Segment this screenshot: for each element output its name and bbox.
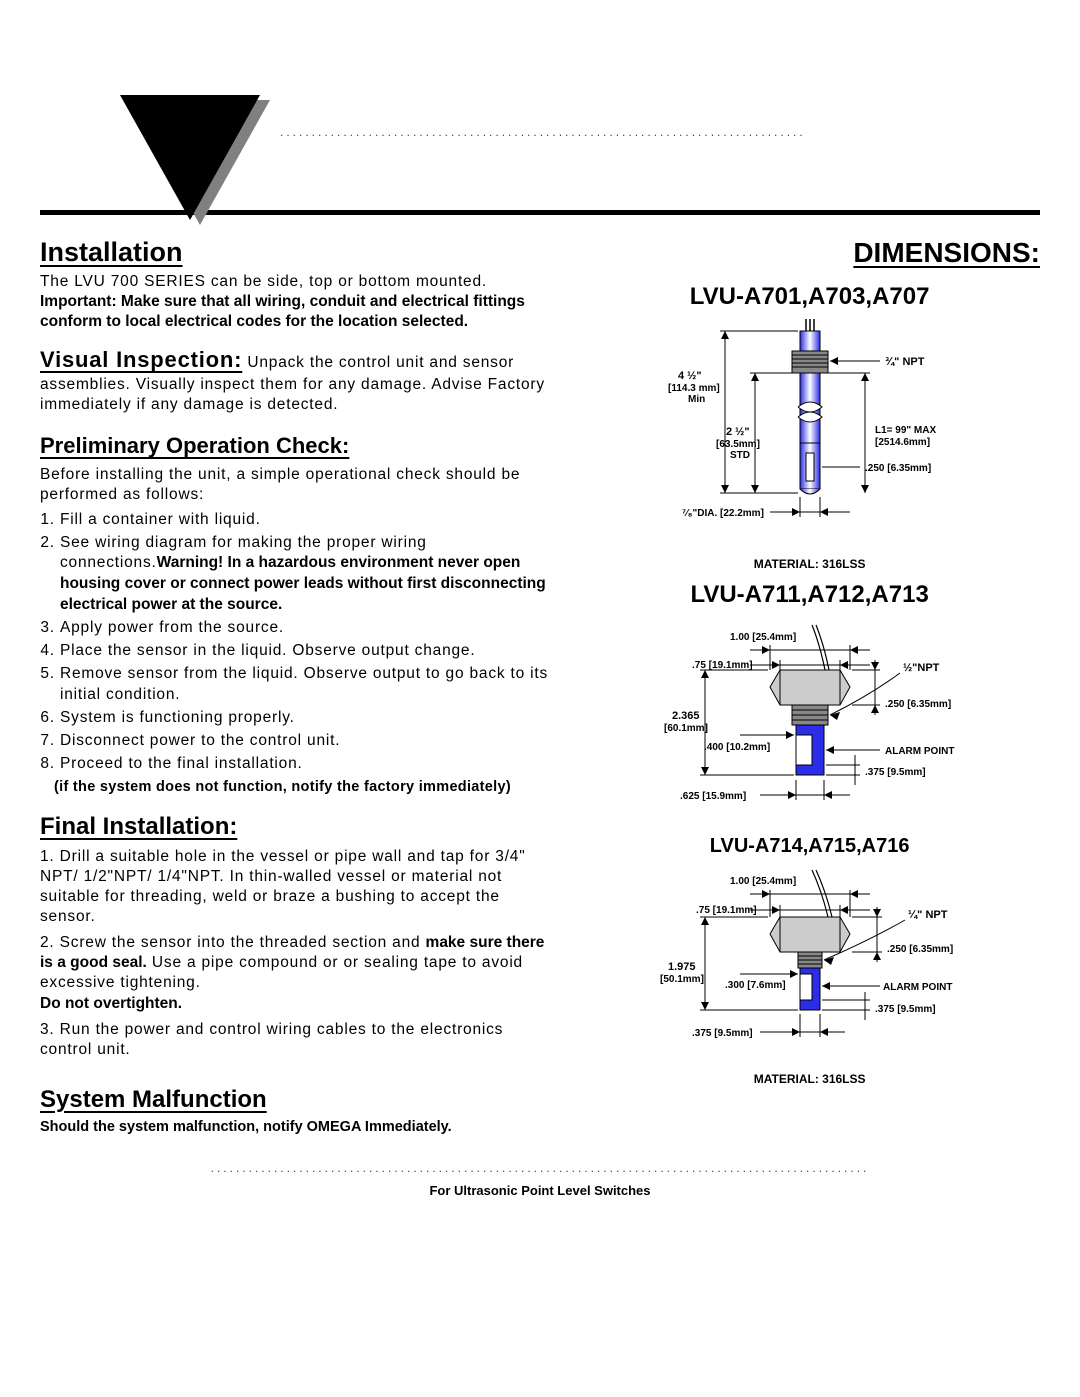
dim-label: .250 [6.35mm]	[865, 463, 931, 474]
footer-dots: ........................................…	[40, 1161, 1040, 1175]
dim-label: [60.1mm]	[664, 723, 708, 734]
preliminary-step: Proceed to the final installation.	[60, 754, 549, 775]
dim-label: .250 [6.35mm]	[885, 699, 951, 710]
preliminary-step: Remove sensor from the liquid. Observe o…	[60, 664, 549, 706]
installation-heading: Installation	[40, 237, 549, 268]
dim-label: 2 ½"	[726, 426, 750, 438]
dim-label: ¾" NPT	[885, 356, 925, 368]
dim-label: ALARM POINT	[883, 982, 952, 993]
header: ........................................…	[40, 40, 1040, 210]
dim-label: .375 [9.5mm]	[865, 767, 926, 778]
dim-label: 1.975	[668, 961, 696, 973]
left-column: Installation The LVU 700 SERIES can be s…	[40, 215, 549, 1141]
dim-label: .250 [6.35mm]	[887, 944, 953, 955]
page: ........................................…	[0, 0, 1080, 1218]
dim-label: ALARM POINT	[885, 746, 954, 757]
preliminary-step: See wiring diagram for making the proper…	[60, 533, 549, 617]
dim-label: [50.1mm]	[660, 974, 704, 985]
dimensions-heading: DIMENSIONS:	[579, 237, 1040, 269]
final-step-1: 1. Drill a suitable hole in the vessel o…	[40, 847, 549, 928]
diagram-lvu-a701: 4 ½" [114.3 mm] Min ¾" NPT 2 ½" [63.5mm]…	[630, 317, 990, 547]
final-installation-heading: Final Installation:	[40, 813, 549, 841]
footer-text: For Ultrasonic Point Level Switches	[40, 1183, 1040, 1198]
preliminary-step: Place the sensor in the liquid. Observe …	[60, 641, 549, 662]
dim-label: 2.365	[672, 710, 700, 722]
installation-intro: The LVU 700 SERIES can be side, top or b…	[40, 272, 549, 332]
dim-label: 1.00 [25.4mm]	[730, 632, 796, 643]
dim-label: .75 [19.1mm]	[692, 660, 753, 671]
preliminary-step: System is functioning properly.	[60, 708, 549, 729]
visual-inspection-block: Visual Inspection: Unpack the control un…	[40, 346, 549, 415]
dim-label: 1.00 [25.4mm]	[730, 876, 796, 887]
dim-label: [114.3 mm]	[668, 383, 720, 394]
material-label-1: MATERIAL: 316LSS	[579, 557, 1040, 571]
content-columns: Installation The LVU 700 SERIES can be s…	[40, 215, 1040, 1141]
system-malfunction-text: Should the system malfunction, notify OM…	[40, 1118, 549, 1137]
system-malfunction-heading: System Malfunction	[40, 1086, 549, 1114]
dim-label: [63.5mm]	[716, 439, 760, 450]
dim-label: .75 [19.1mm]	[696, 905, 757, 916]
final-2d: Do not overtighten.	[40, 995, 182, 1012]
final-step-3: 3. Run the power and control wiring cabl…	[40, 1020, 549, 1060]
final-2a: 2. Screw the sensor into the threaded se…	[40, 934, 426, 951]
visual-inspection-heading: Visual Inspection:	[40, 347, 242, 372]
diagram-lvu-a714: 1.00 [25.4mm] .75 [19.1mm] ¼" NPT .250	[620, 862, 1000, 1062]
dim-label: .400 [10.2mm]	[704, 742, 770, 753]
dim-label: L1= 99" MAX	[875, 425, 936, 436]
dim-label: STD	[730, 450, 750, 461]
dim-label: [2514.6mm]	[875, 437, 930, 448]
dim-label: Min	[688, 394, 705, 405]
preliminary-note: (if the system does not function, notify…	[54, 779, 549, 795]
header-dots: ........................................…	[280, 125, 1040, 139]
dim-label: .625 [15.9mm]	[680, 791, 746, 802]
preliminary-intro: Before installing the unit, a simple ope…	[40, 465, 549, 505]
model-2-heading: LVU-A711,A712,A713	[579, 581, 1040, 609]
installation-important: Important: Make sure that all wiring, co…	[40, 293, 525, 330]
model-1-heading: LVU-A701,A703,A707	[579, 283, 1040, 311]
dim-label: ⁷⁄₈"DIA. [22.2mm]	[682, 508, 764, 519]
material-label-2: MATERIAL: 316LSS	[579, 1072, 1040, 1086]
model-3-heading: LVU-A714,A715,A716	[579, 835, 1040, 858]
triangle-logo	[115, 95, 275, 235]
right-column: DIMENSIONS: LVU-A701,A703,A707	[579, 215, 1040, 1141]
final-step-2: 2. Screw the sensor into the threaded se…	[40, 933, 549, 1014]
installation-intro-text: The LVU 700 SERIES can be side, top or b…	[40, 273, 487, 290]
dim-label: .375 [9.5mm]	[692, 1028, 753, 1039]
preliminary-step: Apply power from the source.	[60, 618, 549, 639]
dim-label: ¼" NPT	[908, 909, 948, 921]
dim-label: ½"NPT	[903, 662, 940, 674]
preliminary-step: Disconnect power to the control unit.	[60, 731, 549, 752]
dim-label: .375 [9.5mm]	[875, 1004, 936, 1015]
preliminary-check-heading: Preliminary Operation Check:	[40, 433, 549, 459]
preliminary-step: Fill a container with liquid.	[60, 510, 549, 531]
dim-label: 4 ½"	[678, 370, 702, 382]
diagram-lvu-a711: 1.00 [25.4mm] .75 [19.1mm] ½"NPT .250	[620, 615, 1000, 815]
preliminary-steps-list: Fill a container with liquid. See wiring…	[40, 510, 549, 775]
dim-label: .300 [7.6mm]	[725, 980, 786, 991]
